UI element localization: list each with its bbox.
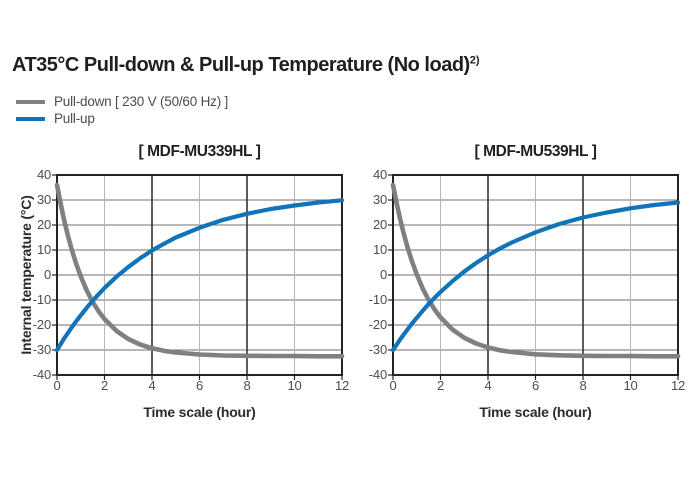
footnote-marker: 2): [469, 54, 480, 67]
y-tick-label: -30: [32, 342, 51, 357]
pull-down-curve: [54, 182, 345, 359]
y-tick-label: 20: [36, 217, 51, 232]
pull-up-line-swatch: [16, 116, 45, 121]
legend-row-pull-up: Pull-up: [16, 110, 228, 127]
y-tick-label: -20: [368, 317, 387, 332]
y-tick-label: 0: [43, 267, 51, 282]
y-tick-label: 40: [36, 167, 51, 182]
x-tick-label: 2: [436, 378, 445, 393]
x-axis-title-right: Time scale (hour): [479, 404, 592, 420]
legend: Pull-down [ 230 V (50/60 Hz) ] Pull-up: [16, 93, 228, 127]
y-tick-label: 40: [372, 167, 387, 182]
legend-label-pull-down: Pull-down [ 230 V (50/60 Hz) ]: [54, 94, 229, 109]
x-tick-label: 12: [334, 378, 350, 393]
y-tick-label: 10: [36, 242, 51, 257]
y-tick-label: 30: [36, 192, 51, 207]
x-tick-label: 4: [484, 378, 492, 393]
y-tick-label: -10: [368, 292, 387, 307]
y-tick-label: 30: [372, 192, 387, 207]
y-tick-label: -40: [368, 367, 387, 382]
page-title-text: AT35°C Pull-down & Pull-up Temperature (…: [12, 54, 470, 76]
x-tick-label: 12: [670, 378, 686, 393]
y-tick-label: -30: [368, 342, 387, 357]
y-tick-label: 10: [372, 242, 387, 257]
x-tick-label: 10: [287, 378, 302, 393]
y-tick-label: -10: [32, 292, 51, 307]
chart-title-mdf-mu539hl: [ MDF-MU539HL ]: [474, 143, 597, 160]
y-tick-label: -40: [32, 367, 51, 382]
y-tick-label: 0: [379, 267, 387, 282]
x-tick-label: 10: [623, 378, 638, 393]
x-tick-label: 0: [53, 378, 61, 393]
page-title: AT35°C Pull-down & Pull-up Temperature (…: [12, 54, 480, 77]
y-tick-label: -20: [32, 317, 51, 332]
pull-up-curve: [54, 198, 345, 353]
x-tick-label: 4: [148, 378, 156, 393]
plot-border: [392, 174, 679, 376]
pull-up-curve: [390, 200, 681, 353]
x-axis-title-left: Time scale (hour): [143, 404, 256, 420]
x-tick-label: 0: [389, 378, 397, 393]
pull-down-line-swatch: [16, 99, 45, 104]
x-tick-label: 8: [243, 378, 251, 393]
x-tick-label: 6: [531, 378, 540, 393]
x-tick-label: 2: [100, 378, 109, 393]
x-tick-label: 6: [195, 378, 204, 393]
x-tick-label: 8: [579, 378, 587, 393]
plot-border: [56, 174, 343, 376]
pull-down-curve: [390, 182, 681, 359]
legend-label-pull-up: Pull-up: [54, 111, 95, 126]
y-tick-label: 20: [372, 217, 387, 232]
chart-title-mdf-mu339hl: [ MDF-MU339HL ]: [138, 143, 261, 160]
legend-row-pull-down: Pull-down [ 230 V (50/60 Hz) ]: [16, 93, 228, 110]
